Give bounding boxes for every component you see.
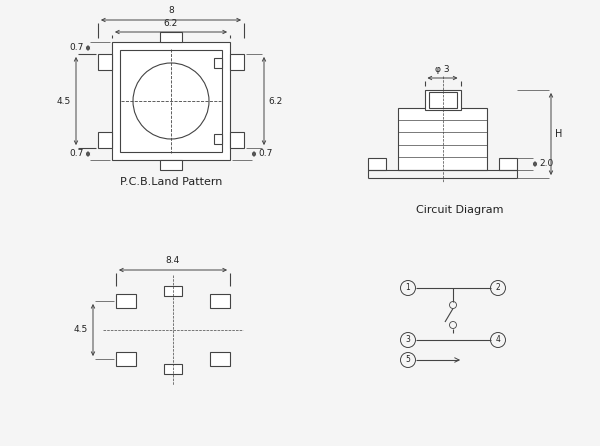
Bar (368, 158, 386, 170)
Bar (116, 352, 136, 366)
Text: 8.4: 8.4 (166, 256, 180, 265)
Bar (210, 352, 230, 366)
Bar (98, 54, 112, 70)
Text: 6.2: 6.2 (164, 19, 178, 28)
Bar (164, 286, 182, 296)
Text: P.C.B.Land Pattern: P.C.B.Land Pattern (120, 177, 222, 187)
Bar (160, 32, 182, 42)
Text: 0.7: 0.7 (70, 149, 84, 158)
Bar (210, 294, 230, 308)
Text: H: H (555, 129, 562, 139)
Text: 8: 8 (168, 6, 174, 15)
Text: 4.5: 4.5 (57, 96, 71, 106)
Bar (230, 132, 244, 148)
Text: 1: 1 (406, 284, 410, 293)
Bar (499, 158, 517, 170)
Bar (425, 90, 461, 110)
Text: 3: 3 (406, 335, 410, 344)
Text: 2.0: 2.0 (539, 160, 553, 169)
Text: 2: 2 (496, 284, 500, 293)
Text: 4: 4 (496, 335, 500, 344)
Bar (398, 108, 487, 170)
Text: 4.5: 4.5 (74, 326, 88, 334)
Bar (120, 50, 222, 152)
Bar (230, 54, 244, 70)
Bar (428, 92, 457, 108)
Bar (214, 134, 222, 144)
Text: φ 3: φ 3 (435, 65, 450, 74)
Bar (160, 160, 182, 170)
Bar (214, 58, 222, 68)
Text: 0.7: 0.7 (70, 44, 84, 53)
Text: 5: 5 (406, 355, 410, 364)
Circle shape (133, 63, 209, 139)
Text: 0.7: 0.7 (258, 149, 272, 158)
Bar (98, 132, 112, 148)
Bar (164, 364, 182, 374)
Text: Circuit Diagram: Circuit Diagram (416, 205, 504, 215)
Bar (116, 294, 136, 308)
Bar (112, 42, 230, 160)
Text: 6.2: 6.2 (268, 96, 282, 106)
